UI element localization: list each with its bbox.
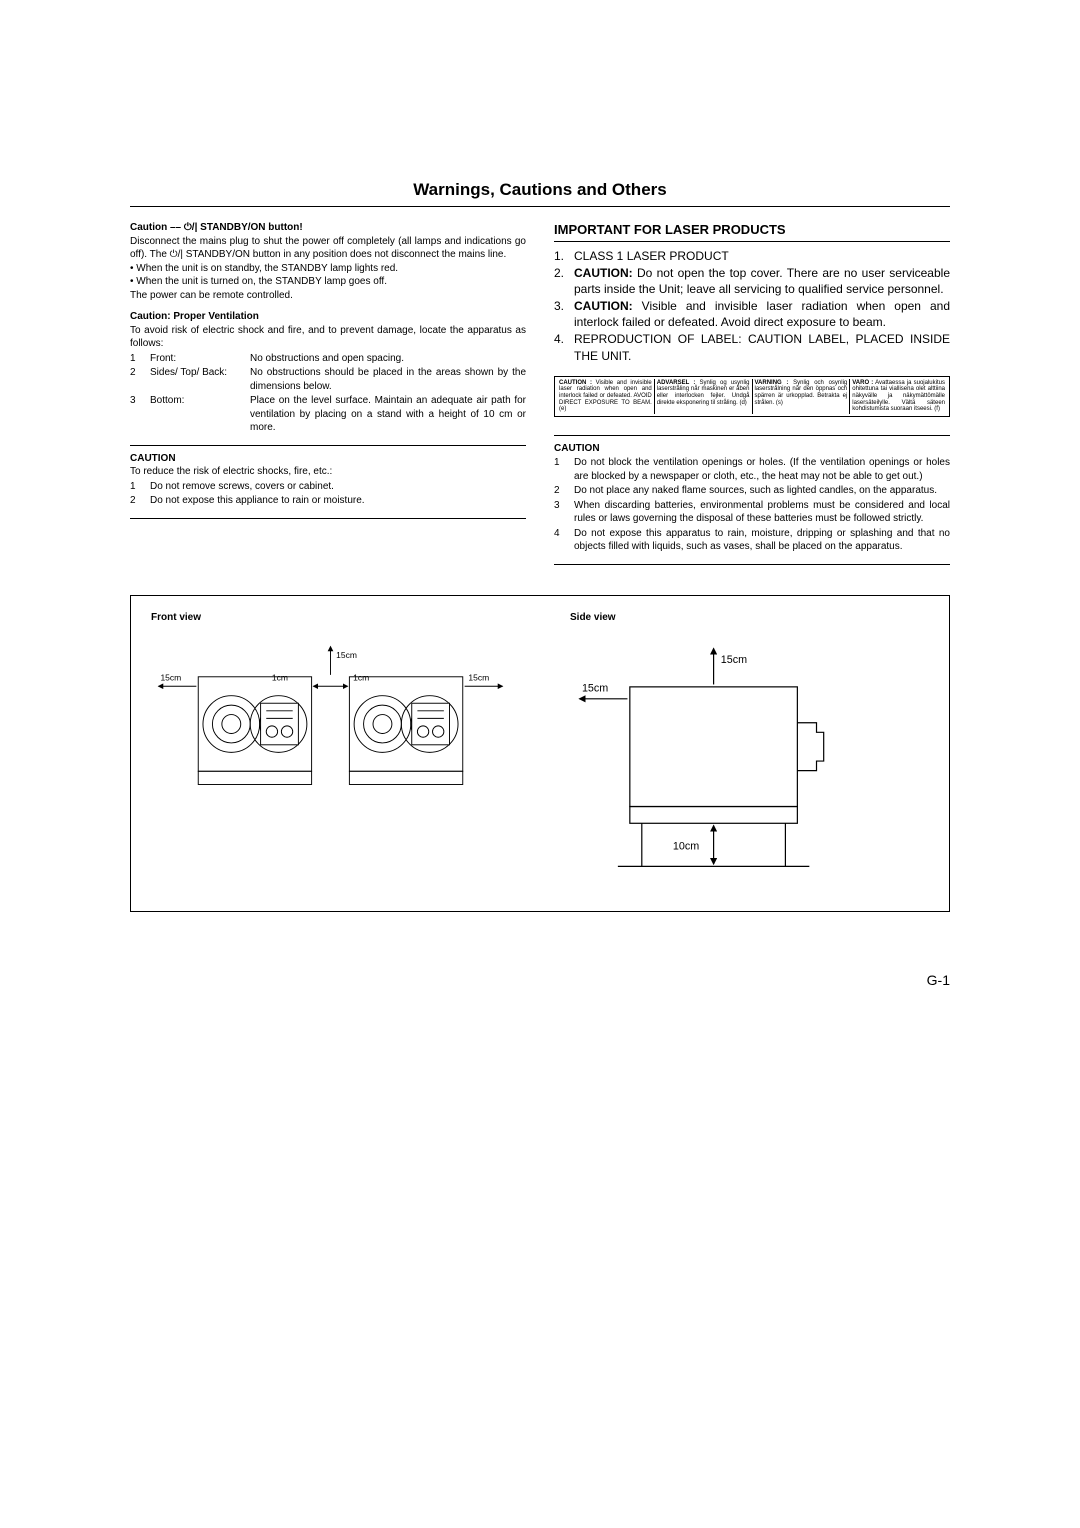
caution-label-box: CAUTION : Visible and invisible laser ra…: [554, 376, 950, 417]
label-cell: CAUTION : Visible and invisible laser ra…: [557, 379, 655, 414]
caution2-item: 1 Do not remove screws, covers or cabine…: [130, 480, 526, 494]
caution3-item: 2 Do not place any naked flame sources, …: [554, 484, 950, 498]
label-cell: ADVARSEL : Synlig og usynlig laserstråli…: [655, 379, 753, 414]
front-view-panel: Front view 15cm: [151, 612, 510, 883]
vent-heading: Caution: Proper Ventilation: [130, 310, 526, 324]
svg-text:15cm: 15cm: [468, 672, 489, 682]
divider: [554, 435, 950, 436]
laser-item: 4. REPRODUCTION OF LABEL: CAUTION LABEL,…: [554, 331, 950, 363]
laser-item: 3. CAUTION: Visible and invisible laser …: [554, 298, 950, 330]
left-column: Caution –– ⏻/| STANDBY/ON button! Discon…: [130, 221, 526, 571]
vent-p: To avoid risk of electric shock and fire…: [130, 324, 526, 351]
divider: [130, 445, 526, 446]
svg-text:15cm: 15cm: [336, 650, 357, 660]
laser-item: 1. CLASS 1 LASER PRODUCT: [554, 248, 950, 264]
standby-p1: Disconnect the mains plug to shut the po…: [130, 235, 526, 262]
caution2-p: To reduce the risk of electric shocks, f…: [130, 465, 526, 479]
svg-text:15cm: 15cm: [160, 672, 181, 682]
page-title: Warnings, Cautions and Others: [130, 180, 950, 207]
clearance-diagram: Front view 15cm: [130, 595, 950, 912]
page-number: G-1: [130, 972, 950, 988]
label-cell: VARNING : Synlig och osynlig laserstråln…: [753, 379, 851, 414]
front-view-title: Front view: [151, 612, 510, 623]
svg-text:1cm: 1cm: [353, 672, 369, 682]
standby-heading: Caution –– ⏻/| STANDBY/ON button!: [130, 221, 526, 235]
standby-b1: • When the unit is on standby, the STAND…: [130, 262, 526, 276]
vent-row: 3 Bottom: Place on the level surface. Ma…: [130, 394, 526, 435]
laser-heading: IMPORTANT FOR LASER PRODUCTS: [554, 221, 950, 242]
caution3-heading: CAUTION: [554, 442, 950, 456]
caution2-heading: CAUTION: [130, 452, 526, 466]
divider: [554, 564, 950, 565]
svg-text:15cm: 15cm: [582, 682, 608, 694]
svg-text:15cm: 15cm: [721, 654, 747, 666]
caution3-item: 1 Do not block the ventilation openings …: [554, 456, 950, 483]
divider: [130, 518, 526, 519]
laser-item: 2. CAUTION: Do not open the top cover. T…: [554, 265, 950, 297]
front-view-svg: 15cm: [151, 639, 510, 800]
vent-row: 1 Front: No obstructions and open spacin…: [130, 352, 526, 366]
content-columns: Caution –– ⏻/| STANDBY/ON button! Discon…: [130, 221, 950, 571]
right-column: IMPORTANT FOR LASER PRODUCTS 1. CLASS 1 …: [554, 221, 950, 571]
side-view-panel: Side view 15cm: [570, 612, 929, 883]
side-view-title: Side view: [570, 612, 929, 623]
caution2-item: 2 Do not expose this appliance to rain o…: [130, 494, 526, 508]
svg-text:10cm: 10cm: [673, 840, 699, 852]
side-view-svg: 15cm 15cm 10cm: [570, 639, 929, 878]
svg-text:1cm: 1cm: [272, 672, 288, 682]
label-cell: VARO : Avattaessa ja suojalukitus ohitet…: [850, 379, 947, 414]
caution3-item: 4 Do not expose this apparatus to rain, …: [554, 527, 950, 554]
standby-p2: The power can be remote controlled.: [130, 289, 526, 303]
vent-row: 2 Sides/ Top/ Back: No obstructions shou…: [130, 366, 526, 393]
caution3-item: 3 When discarding batteries, environment…: [554, 499, 950, 526]
standby-b2: • When the unit is turned on, the STANDB…: [130, 275, 526, 289]
